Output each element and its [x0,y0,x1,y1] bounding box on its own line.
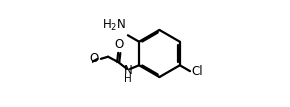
Text: N: N [124,64,133,77]
Text: O: O [90,52,99,65]
Text: Cl: Cl [191,65,203,78]
Text: H$_2$N: H$_2$N [102,18,126,33]
Text: H: H [124,74,132,84]
Text: O: O [115,38,124,51]
